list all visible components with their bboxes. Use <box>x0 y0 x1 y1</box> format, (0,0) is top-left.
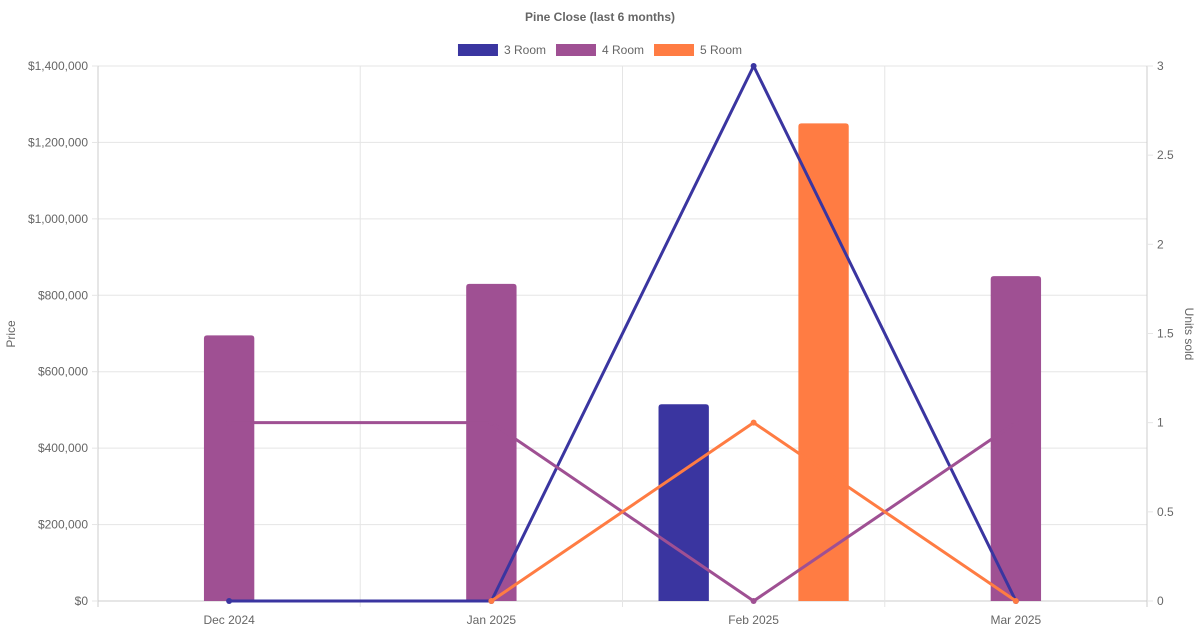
y-axis-right-title: Units sold <box>1182 308 1196 361</box>
point-4-room-0 <box>226 419 233 426</box>
legend: 3 Room 4 Room 5 Room <box>457 43 742 57</box>
point-4-room-2 <box>750 598 757 604</box>
line-5-room <box>490 421 1017 603</box>
y-left-tick-label: $800,000 <box>38 288 88 302</box>
legend-swatch-3-room <box>457 44 498 56</box>
y-right-tick-label: 2 <box>1157 237 1164 251</box>
y-left-tick-label: $200,000 <box>38 518 88 532</box>
line-3-room <box>229 64 1018 603</box>
gridlines <box>97 65 1148 607</box>
chart-title: Pine Close (last 6 months) <box>525 10 675 24</box>
line-series <box>226 63 1019 604</box>
legend-swatch-4-room <box>555 44 596 56</box>
point-4-room-1 <box>488 419 495 426</box>
y-right-tick-label: 1.5 <box>1157 327 1174 341</box>
x-tick-label: Jan 2025 <box>467 613 517 627</box>
y-left-tick-label: $400,000 <box>38 441 88 455</box>
y-right-tick-label: 2.5 <box>1157 148 1174 162</box>
y-axis-left-title: Price <box>4 320 18 348</box>
x-tick-label: Mar 2025 <box>991 613 1042 627</box>
y-left-tick-label: $600,000 <box>38 365 88 379</box>
y-left-tick-label: $0 <box>75 594 89 608</box>
legend-swatch-5-room <box>654 44 695 56</box>
legend-label-3-room: 3 Room <box>504 43 546 57</box>
y-left-tick-label: $1,200,000 <box>28 135 88 149</box>
point-4-room-3 <box>1012 419 1019 426</box>
bar-4-room-3 <box>990 276 1042 601</box>
bar-4-room-1 <box>466 283 517 601</box>
x-tick-label: Dec 2024 <box>203 613 255 627</box>
point-3-room-0 <box>226 598 233 604</box>
y-axis-right: 0 0.5 1 1.5 2 2.5 3 <box>1147 59 1174 608</box>
x-axis: Dec 2024 Jan 2025 Feb 2025 Mar 2025 <box>203 613 1041 627</box>
y-left-tick-label: $1,400,000 <box>28 59 88 73</box>
point-5-room-2 <box>750 419 757 426</box>
bar-3-room-2 <box>658 404 709 601</box>
point-5-room-1 <box>488 598 495 604</box>
bar-5-room-2 <box>798 123 849 602</box>
y-right-tick-label: 0.5 <box>1157 505 1174 519</box>
point-3-room-2 <box>750 63 757 69</box>
point-5-room-3 <box>1012 598 1019 604</box>
y-right-tick-label: 1 <box>1157 416 1164 430</box>
x-tick-label: Feb 2025 <box>728 613 779 627</box>
y-right-tick-label: 3 <box>1157 59 1164 73</box>
y-right-tick-label: 0 <box>1157 594 1164 608</box>
bar-series <box>203 123 1042 602</box>
legend-item-5-room: 5 Room <box>654 43 742 57</box>
legend-item-3-room: 3 Room <box>457 43 546 57</box>
y-left-tick-label: $1,000,000 <box>28 212 88 226</box>
y-axis-left: $0 $200,000 $400,000 $600,000 $800,000 $1,000… <box>28 59 98 608</box>
legend-item-4-room: 4 Room <box>555 43 644 57</box>
bar-4-room-0 <box>203 335 255 601</box>
legend-label-4-room: 4 Room <box>602 43 644 57</box>
legend-label-5-room: 5 Room <box>700 43 742 57</box>
